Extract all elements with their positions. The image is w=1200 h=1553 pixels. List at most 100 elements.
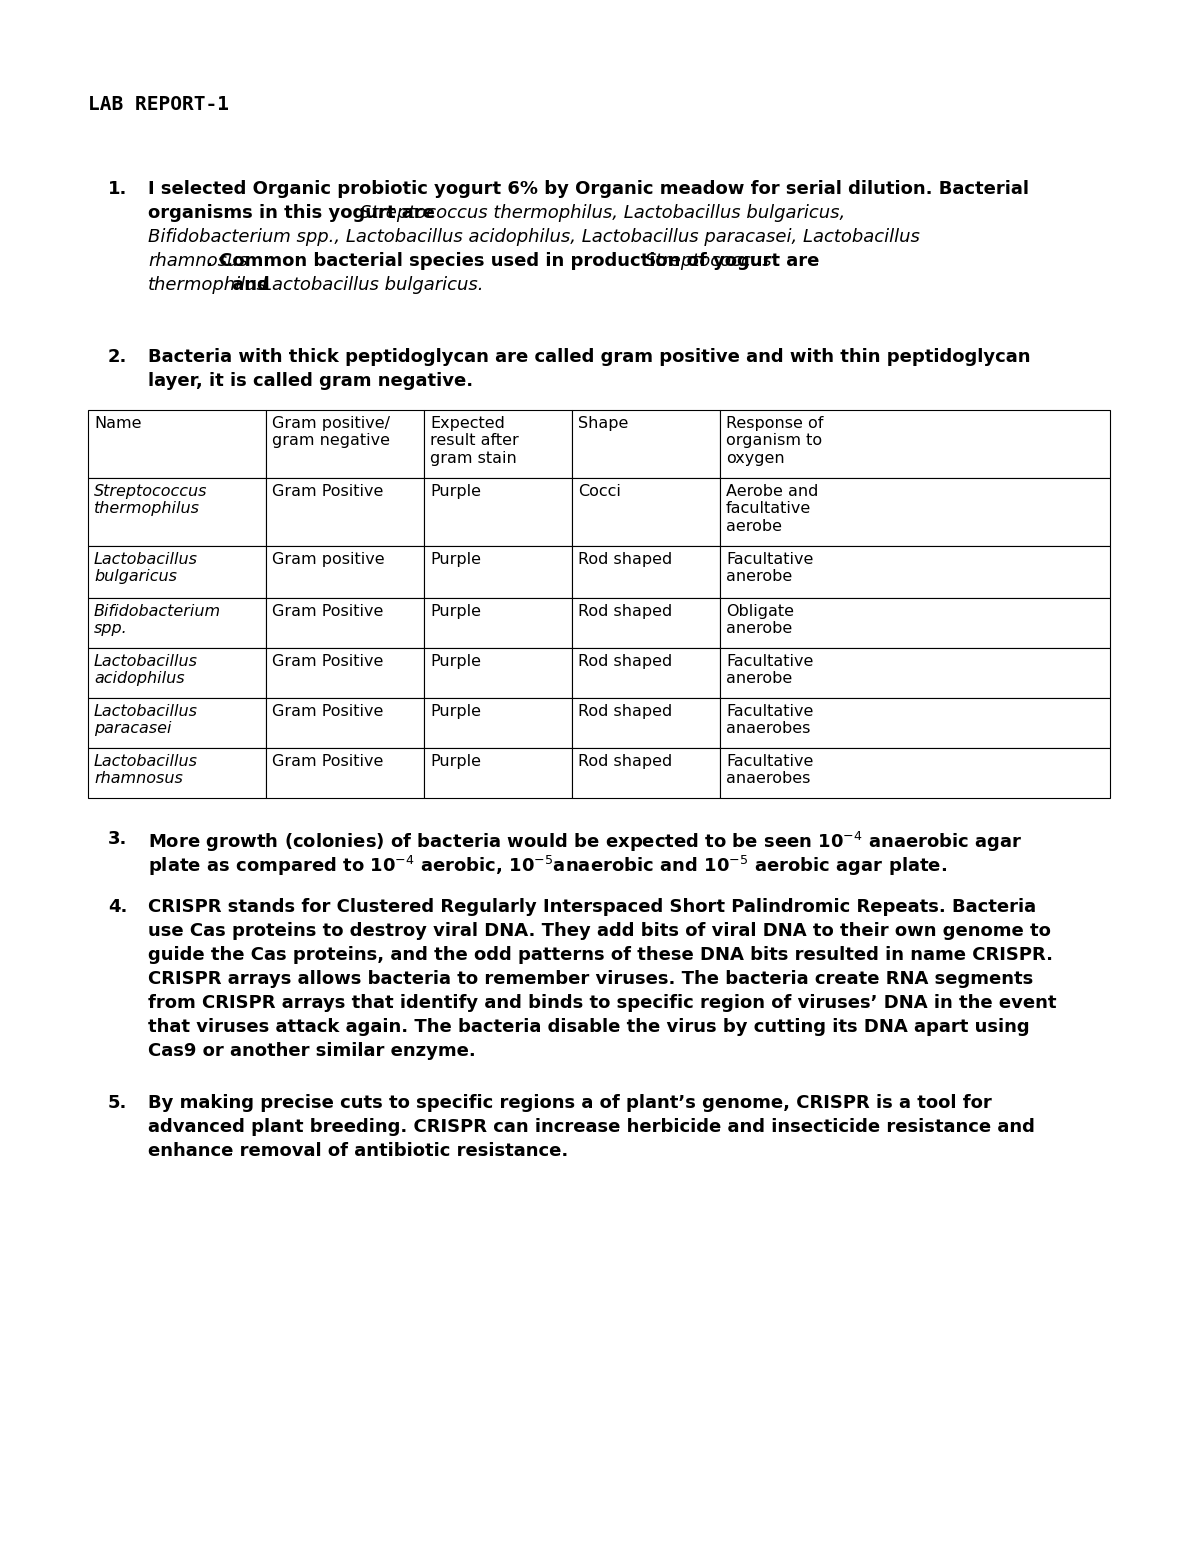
Text: Purple: Purple <box>430 654 481 669</box>
Text: 2.: 2. <box>108 348 127 367</box>
Bar <box>266 697 424 749</box>
Bar <box>88 410 266 478</box>
Text: Purple: Purple <box>430 755 481 769</box>
Text: that viruses attack again. The bacteria disable the virus by cutting its DNA apa: that viruses attack again. The bacteria … <box>148 1019 1030 1036</box>
Text: enhance removal of antibiotic resistance.: enhance removal of antibiotic resistance… <box>148 1141 569 1160</box>
Text: Name: Name <box>94 416 142 432</box>
Text: Bifidobacterium spp., Lactobacillus acidophilus, Lactobacillus paracasei, Lactob: Bifidobacterium spp., Lactobacillus acid… <box>148 228 920 245</box>
Text: Lactobacillus
paracasei: Lactobacillus paracasei <box>94 704 198 736</box>
Text: 3.: 3. <box>108 829 127 848</box>
Text: . Common bacterial species used in production of yogurt are: . Common bacterial species used in produ… <box>206 252 826 270</box>
Text: thermophilus: thermophilus <box>148 276 266 294</box>
Bar <box>88 749 266 798</box>
Text: 1.: 1. <box>108 180 127 197</box>
Text: Streptococcus
thermophilus: Streptococcus thermophilus <box>94 485 208 517</box>
Text: Gram positive: Gram positive <box>272 551 385 567</box>
Bar <box>720 410 1110 478</box>
Text: LAB REPORT-1: LAB REPORT-1 <box>88 95 229 113</box>
Text: Gram Positive: Gram Positive <box>272 704 383 719</box>
Text: Purple: Purple <box>430 551 481 567</box>
Text: Gram Positive: Gram Positive <box>272 604 383 620</box>
Text: Facultative
anerobe: Facultative anerobe <box>726 551 814 584</box>
Text: Streptococcus thermophilus, Lactobacillus bulgaricus,: Streptococcus thermophilus, Lactobacillu… <box>360 203 845 222</box>
Bar <box>88 648 266 697</box>
Bar <box>266 648 424 697</box>
Text: guide the Cas proteins, and the odd patterns of these DNA bits resulted in name : guide the Cas proteins, and the odd patt… <box>148 946 1054 964</box>
Text: CRISPR stands for Clustered Regularly Interspaced Short Palindromic Repeats. Bac: CRISPR stands for Clustered Regularly In… <box>148 898 1036 916</box>
Text: Expected
result after
gram stain: Expected result after gram stain <box>430 416 518 466</box>
Text: Facultative
anaerobes: Facultative anaerobes <box>726 704 814 736</box>
Text: Rod shaped: Rod shaped <box>578 704 672 719</box>
Text: Lactobacillus
acidophilus: Lactobacillus acidophilus <box>94 654 198 686</box>
Text: Obligate
anerobe: Obligate anerobe <box>726 604 794 637</box>
Text: Aerobe and
facultative
aerobe: Aerobe and facultative aerobe <box>726 485 818 534</box>
Bar <box>720 478 1110 547</box>
Text: Gram Positive: Gram Positive <box>272 485 383 499</box>
Text: More growth (colonies) of bacteria would be expected to be seen 10$^{-4}$ anaero: More growth (colonies) of bacteria would… <box>148 829 1022 854</box>
Bar <box>424 648 572 697</box>
Bar <box>266 410 424 478</box>
Bar <box>88 478 266 547</box>
Bar <box>266 598 424 648</box>
Text: Purple: Purple <box>430 485 481 499</box>
Bar <box>572 547 720 598</box>
Bar <box>572 478 720 547</box>
Text: use Cas proteins to destroy viral DNA. They add bits of viral DNA to their own g: use Cas proteins to destroy viral DNA. T… <box>148 922 1051 940</box>
Bar <box>572 410 720 478</box>
Bar <box>720 547 1110 598</box>
Text: layer, it is called gram negative.: layer, it is called gram negative. <box>148 373 473 390</box>
Text: I selected Organic probiotic yogurt 6% by Organic meadow for serial dilution. Ba: I selected Organic probiotic yogurt 6% b… <box>148 180 1030 197</box>
Text: Lactobacillus
rhamnosus: Lactobacillus rhamnosus <box>94 755 198 786</box>
Bar <box>720 648 1110 697</box>
Bar <box>266 478 424 547</box>
Bar <box>424 749 572 798</box>
Text: Gram positive/
gram negative: Gram positive/ gram negative <box>272 416 390 449</box>
Text: Streptococcus: Streptococcus <box>644 252 772 270</box>
Bar <box>572 749 720 798</box>
Bar <box>720 697 1110 749</box>
Text: 4.: 4. <box>108 898 127 916</box>
Bar <box>424 697 572 749</box>
Bar <box>720 749 1110 798</box>
Text: 5.: 5. <box>108 1093 127 1112</box>
Text: Response of
organism to
oxygen: Response of organism to oxygen <box>726 416 823 466</box>
Bar <box>88 598 266 648</box>
Text: Rod shaped: Rod shaped <box>578 654 672 669</box>
Bar <box>266 749 424 798</box>
Text: Purple: Purple <box>430 704 481 719</box>
Text: advanced plant breeding. CRISPR can increase herbicide and insecticide resistanc: advanced plant breeding. CRISPR can incr… <box>148 1118 1034 1135</box>
Bar <box>424 547 572 598</box>
Text: Bacteria with thick peptidoglycan are called gram positive and with thin peptido: Bacteria with thick peptidoglycan are ca… <box>148 348 1031 367</box>
Text: Cas9 or another similar enzyme.: Cas9 or another similar enzyme. <box>148 1042 475 1061</box>
Text: and: and <box>226 276 276 294</box>
Text: rhamnosus: rhamnosus <box>148 252 247 270</box>
Text: Gram Positive: Gram Positive <box>272 654 383 669</box>
Bar <box>572 648 720 697</box>
Text: Lactobacillus
bulgaricus: Lactobacillus bulgaricus <box>94 551 198 584</box>
Text: Bifidobacterium
spp.: Bifidobacterium spp. <box>94 604 221 637</box>
Text: By making precise cuts to specific regions a of plant’s genome, CRISPR is a tool: By making precise cuts to specific regio… <box>148 1093 991 1112</box>
Bar <box>88 547 266 598</box>
Text: Cocci: Cocci <box>578 485 620 499</box>
Bar <box>720 598 1110 648</box>
Bar <box>572 697 720 749</box>
Bar <box>424 410 572 478</box>
Text: Rod shaped: Rod shaped <box>578 551 672 567</box>
Text: from CRISPR arrays that identify and binds to specific region of viruses’ DNA in: from CRISPR arrays that identify and bin… <box>148 994 1056 1013</box>
Text: Shape: Shape <box>578 416 629 432</box>
Text: plate as compared to 10$^{-4}$ aerobic, 10$^{-5}$anaerobic and 10$^{-5}$ aerobic: plate as compared to 10$^{-4}$ aerobic, … <box>148 854 947 877</box>
Text: Lactobacillus bulgaricus.: Lactobacillus bulgaricus. <box>263 276 484 294</box>
Text: organisms in this yogurt are: organisms in this yogurt are <box>148 203 442 222</box>
Bar <box>424 478 572 547</box>
Text: CRISPR arrays allows bacteria to remember viruses. The bacteria create RNA segme: CRISPR arrays allows bacteria to remembe… <box>148 971 1033 988</box>
Text: Facultative
anerobe: Facultative anerobe <box>726 654 814 686</box>
Text: Gram Positive: Gram Positive <box>272 755 383 769</box>
Text: Rod shaped: Rod shaped <box>578 755 672 769</box>
Text: Rod shaped: Rod shaped <box>578 604 672 620</box>
Bar <box>572 598 720 648</box>
Text: Purple: Purple <box>430 604 481 620</box>
Text: Facultative
anaerobes: Facultative anaerobes <box>726 755 814 786</box>
Bar <box>88 697 266 749</box>
Bar <box>266 547 424 598</box>
Bar <box>424 598 572 648</box>
